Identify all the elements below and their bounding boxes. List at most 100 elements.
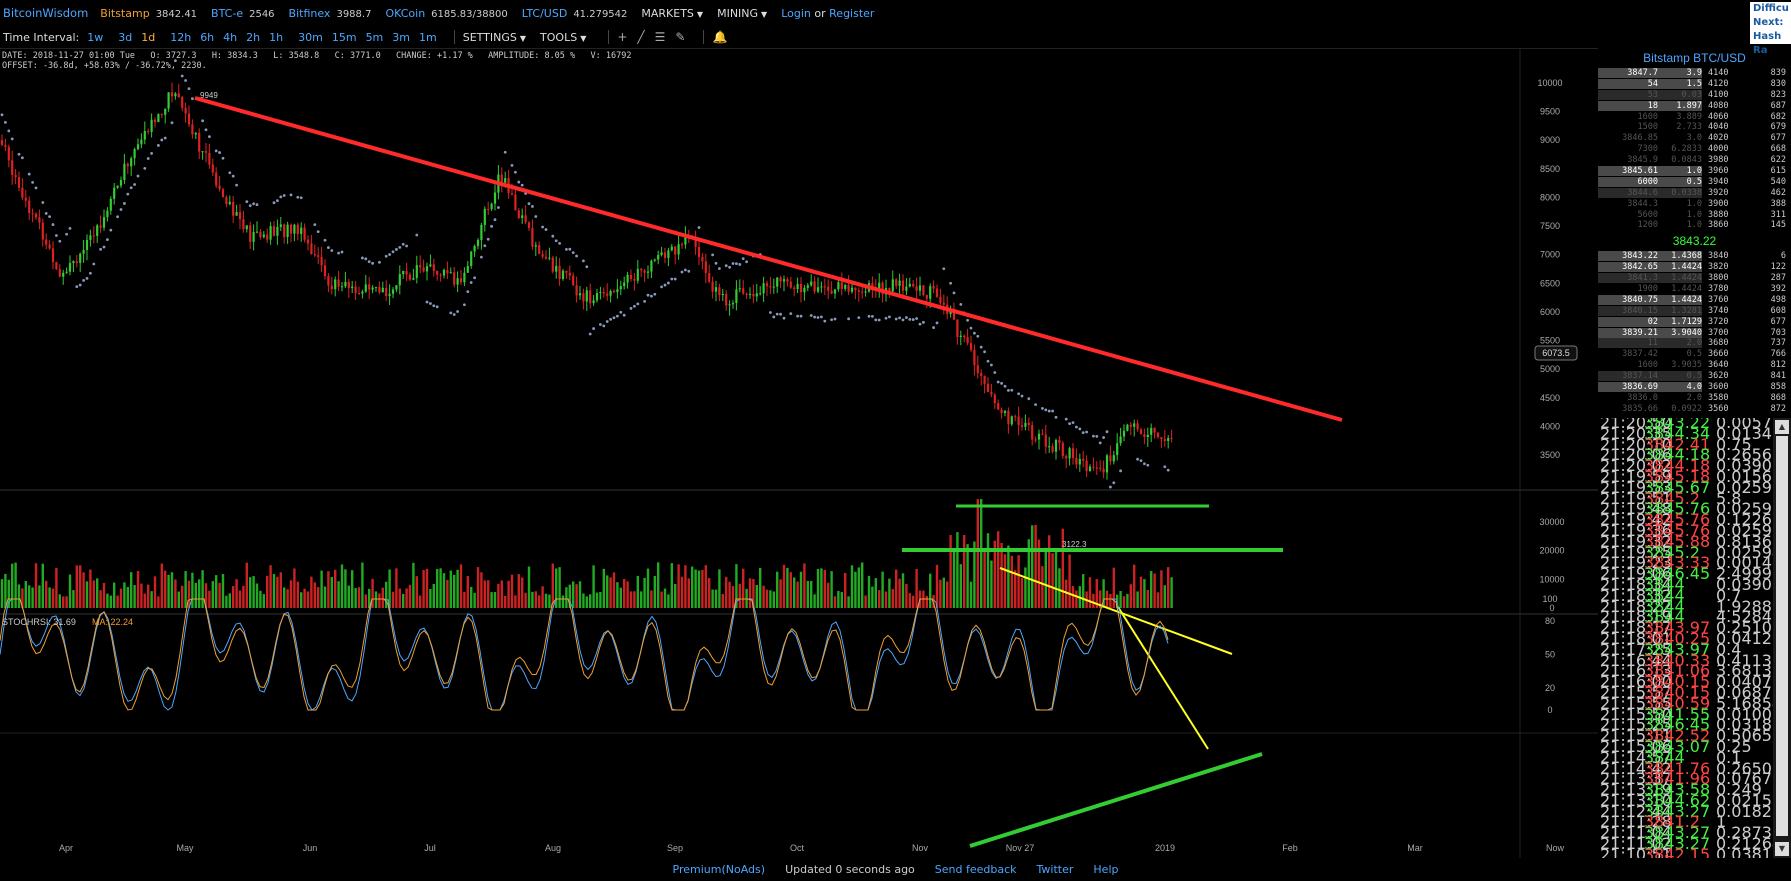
volume-bar <box>208 590 211 608</box>
settings-menu[interactable]: SETTINGS ▼ <box>462 30 527 44</box>
ticker-bitstamp[interactable]: Bitstamp 3842.41 <box>100 6 198 20</box>
volume-bar <box>1037 539 1041 608</box>
orderbook-range: 4000 <box>1708 144 1729 155</box>
twitter-link[interactable]: Twitter <box>1036 863 1074 876</box>
interval-3d[interactable]: 3d <box>118 30 133 44</box>
sar-dot <box>775 312 779 316</box>
interval-5m[interactable]: 5m <box>365 30 384 44</box>
candle-body <box>504 178 507 183</box>
sar-dot <box>7 129 11 133</box>
volume-bar <box>1126 593 1129 608</box>
trade-scrollbar[interactable]: ▲ ▼ <box>1773 418 1791 858</box>
sar-dot <box>976 334 980 338</box>
register-link[interactable]: Register <box>829 6 875 20</box>
premium-link[interactable]: Premium(NoAds) <box>672 863 766 876</box>
help-link[interactable]: Help <box>1093 863 1119 876</box>
scroll-down-icon[interactable]: ▼ <box>1775 842 1789 856</box>
mining-menu[interactable]: MINING ▼ <box>717 6 768 20</box>
sar-dot <box>1105 430 1109 434</box>
ticker-ltcusd[interactable]: LTC/USD 41.279542 <box>521 6 628 20</box>
sar-dot <box>741 257 745 260</box>
interval-30m[interactable]: 30m <box>298 30 323 44</box>
interval-4h[interactable]: 4h <box>223 30 238 44</box>
interval-1m[interactable]: 1m <box>419 30 437 44</box>
volume-bar <box>38 585 41 608</box>
interval-1w[interactable]: 1w <box>87 30 104 44</box>
trade-price: 3845.76 <box>1644 499 1711 519</box>
ticker-bitfinex[interactable]: Bitfinex 3988.7 <box>288 6 372 20</box>
candle-body <box>864 291 867 293</box>
price-chart[interactable]: 1000095009000850080007500700065006000550… <box>0 48 1598 858</box>
interval-1h[interactable]: 1h <box>269 30 284 44</box>
depth-bar <box>1598 78 1702 89</box>
volume-bar <box>912 595 915 608</box>
candle-body <box>980 373 983 377</box>
interval-12h[interactable]: 12h <box>170 30 192 44</box>
orderbook-count: 703 <box>1770 327 1786 338</box>
tools-menu[interactable]: TOOLS ▼ <box>540 30 587 44</box>
interval-2h[interactable]: 2h <box>246 30 261 44</box>
scroll-thumb[interactable] <box>1776 436 1788 836</box>
orderbook-range: 3720 <box>1708 316 1729 327</box>
interval-15m[interactable]: 15m <box>331 30 357 44</box>
interval-6h[interactable]: 6h <box>200 30 215 44</box>
trade-row: 21:17:25 3843.97 0.4 <box>1598 641 1773 657</box>
volume-bar <box>990 560 993 608</box>
sar-dot <box>17 152 21 156</box>
scroll-up-icon[interactable]: ▲ <box>1775 420 1789 434</box>
orderbook-count: 668 <box>1770 144 1786 155</box>
candle-body <box>759 293 762 295</box>
sar-dot <box>401 242 405 246</box>
candle-body <box>1068 448 1071 459</box>
sar-dot <box>966 318 969 322</box>
brand-logo[interactable]: BitcoinWisdom <box>3 6 89 20</box>
login-link[interactable]: Login <box>781 6 811 20</box>
volume-bar <box>490 592 493 608</box>
volume-bar <box>1024 567 1027 608</box>
feedback-link[interactable]: Send feedback <box>934 863 1017 876</box>
candle-body <box>850 287 854 292</box>
volume-bar <box>167 574 170 608</box>
volume-bar <box>840 592 843 608</box>
volume-bar <box>752 579 755 608</box>
trade-history[interactable]: 21:20:503843.220.0057921:20:353844.340.0… <box>1598 418 1773 858</box>
volume-bar <box>878 590 881 608</box>
markets-menu[interactable]: MARKETS ▼ <box>641 6 704 20</box>
volume-bar <box>364 594 367 608</box>
trade-price: 3842.52 <box>1644 726 1711 746</box>
trade-time: 21:16:44 <box>1600 650 1672 670</box>
volume-bar <box>674 584 677 608</box>
interval-3m[interactable]: 3m <box>392 30 410 44</box>
volume-bar <box>334 569 337 608</box>
crosshair-icon[interactable]: + <box>617 30 628 44</box>
volume-bar <box>531 591 534 608</box>
volume-bar <box>626 581 629 608</box>
volume-bar <box>191 572 194 608</box>
candle-body <box>711 281 714 292</box>
ticker-btce[interactable]: BTC-e 2546 <box>211 6 275 20</box>
sar-dot <box>520 183 524 187</box>
pencil-icon[interactable]: ✎ <box>675 30 686 44</box>
candle-body <box>1126 424 1129 431</box>
candle-body <box>245 225 248 230</box>
candle-body <box>334 279 337 290</box>
bell-icon[interactable]: 🔔 <box>712 30 728 44</box>
line-tool-icon[interactable]: ╱ <box>637 30 645 44</box>
candle-body <box>38 217 41 223</box>
candle-body <box>578 293 582 296</box>
candle-body <box>827 286 830 291</box>
volume-bar <box>697 570 701 608</box>
fib-tool-icon[interactable]: ☰ <box>654 30 666 44</box>
low-price-label: 3122.3 <box>1062 540 1087 549</box>
orderbook-price: 54 <box>1647 78 1658 89</box>
candle-body <box>738 288 741 290</box>
candle-body <box>823 286 826 288</box>
orderbook-title[interactable]: Bitstamp BTC/USD <box>1643 51 1746 65</box>
interval-1d[interactable]: 1d <box>141 30 156 44</box>
volume-bar <box>75 565 78 608</box>
depth-bar <box>1598 251 1702 262</box>
ticker-okcoin[interactable]: OKCoin 6185.83/38800 <box>385 6 508 20</box>
candle-body <box>14 174 17 178</box>
volume-bar <box>1109 593 1112 608</box>
